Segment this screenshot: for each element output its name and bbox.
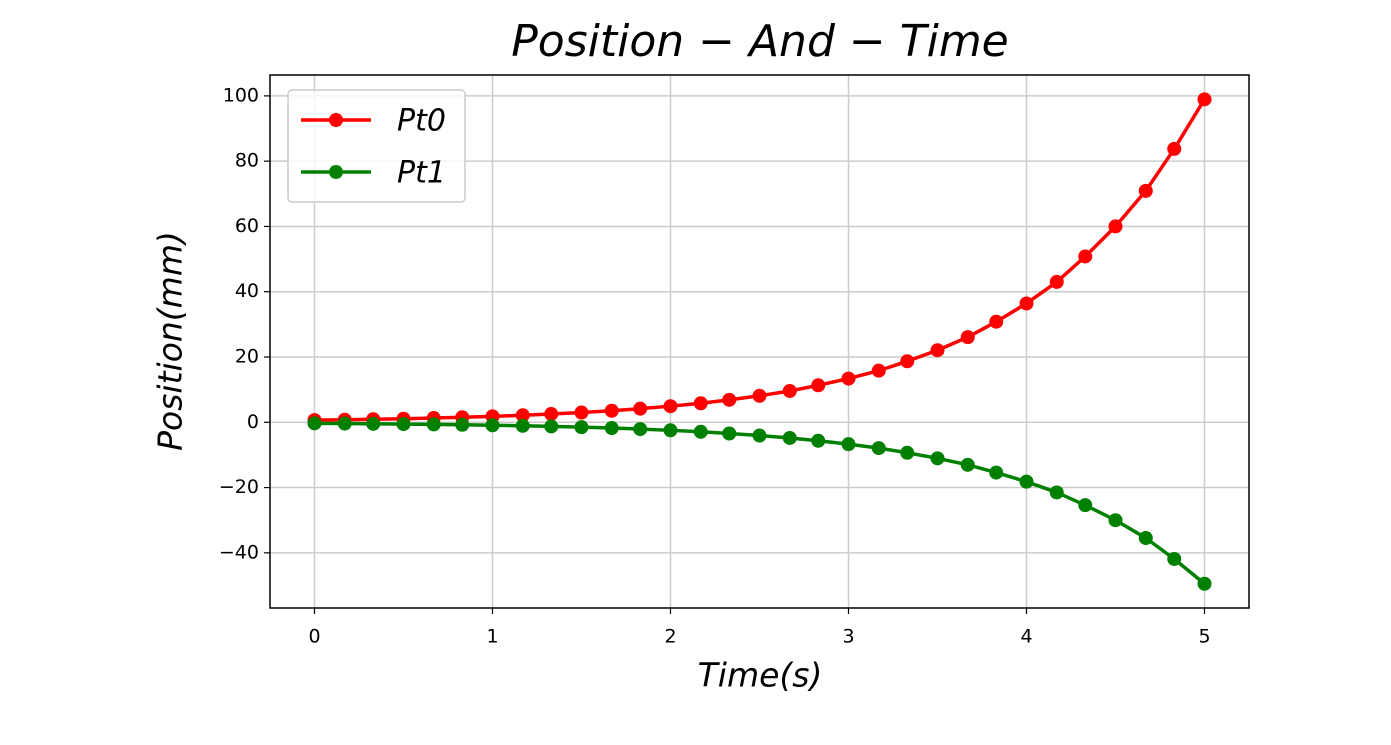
data-point <box>574 420 589 435</box>
data-point <box>693 424 708 439</box>
data-point <box>663 399 678 414</box>
data-point <box>752 388 767 403</box>
data-point <box>455 417 470 432</box>
data-point <box>989 465 1004 480</box>
data-point <box>782 430 797 445</box>
x-tick-label: 0 <box>308 626 320 648</box>
data-point <box>811 433 826 448</box>
data-point <box>515 418 530 433</box>
y-tick-label: −40 <box>219 541 259 563</box>
data-point <box>604 421 619 436</box>
data-point <box>544 419 559 434</box>
data-point <box>900 354 915 369</box>
data-point <box>1167 141 1182 156</box>
data-point <box>693 396 708 411</box>
data-point <box>337 416 352 431</box>
data-point <box>633 401 648 416</box>
plot-frame <box>269 74 1250 609</box>
data-point <box>1108 219 1123 234</box>
legend-label: Pt0 <box>397 104 446 139</box>
data-point <box>841 437 856 452</box>
data-point <box>426 417 441 432</box>
y-tick-label: 20 <box>235 346 259 368</box>
y-axis-label: Position(mm) <box>151 231 190 451</box>
data-point <box>900 445 915 460</box>
data-point <box>1197 576 1212 591</box>
x-tick-label: 1 <box>486 626 498 648</box>
y-tick-label: 100 <box>223 84 259 106</box>
y-tick-label: 80 <box>235 150 259 172</box>
data-point <box>1108 513 1123 528</box>
data-point <box>1019 474 1034 489</box>
data-point <box>1049 485 1064 500</box>
data-point <box>960 330 975 345</box>
x-tick-label: 4 <box>1020 626 1032 648</box>
x-tick-label: 3 <box>842 626 854 648</box>
data-point <box>1019 296 1034 311</box>
data-point <box>841 371 856 386</box>
data-point <box>722 426 737 441</box>
chart-title: Position − And − Time <box>511 16 1009 67</box>
data-point <box>1197 92 1212 107</box>
y-tick-label: 40 <box>235 280 259 302</box>
data-point <box>663 423 678 438</box>
data-point <box>782 383 797 398</box>
data-point <box>307 416 322 431</box>
y-tick-label: 0 <box>247 411 259 433</box>
data-point <box>1167 551 1182 566</box>
data-point <box>1138 530 1153 545</box>
data-point <box>960 457 975 472</box>
legend-marker <box>329 165 343 179</box>
data-point <box>871 363 886 378</box>
x-tick-label: 2 <box>664 626 676 648</box>
x-axis-label: Time(s) <box>698 656 823 695</box>
data-point <box>485 418 500 433</box>
data-point <box>396 417 411 432</box>
data-point <box>366 416 381 431</box>
data-point <box>752 428 767 443</box>
data-point <box>633 422 648 437</box>
data-point <box>574 405 589 420</box>
y-tick-label: −20 <box>219 476 259 498</box>
data-point <box>722 392 737 407</box>
data-point <box>871 441 886 456</box>
data-point <box>1078 249 1093 264</box>
legend-marker <box>329 113 343 127</box>
data-point <box>930 343 945 358</box>
data-point <box>989 314 1004 329</box>
x-tick-label: 5 <box>1198 626 1210 648</box>
data-point <box>1049 274 1064 289</box>
data-point <box>930 451 945 466</box>
legend-label: Pt1 <box>397 156 446 191</box>
data-point <box>515 408 530 423</box>
y-tick-label: 60 <box>235 215 259 237</box>
data-point <box>604 403 619 418</box>
data-point <box>544 407 559 422</box>
data-point <box>811 378 826 393</box>
data-point <box>1138 183 1153 198</box>
data-point <box>1078 498 1093 513</box>
